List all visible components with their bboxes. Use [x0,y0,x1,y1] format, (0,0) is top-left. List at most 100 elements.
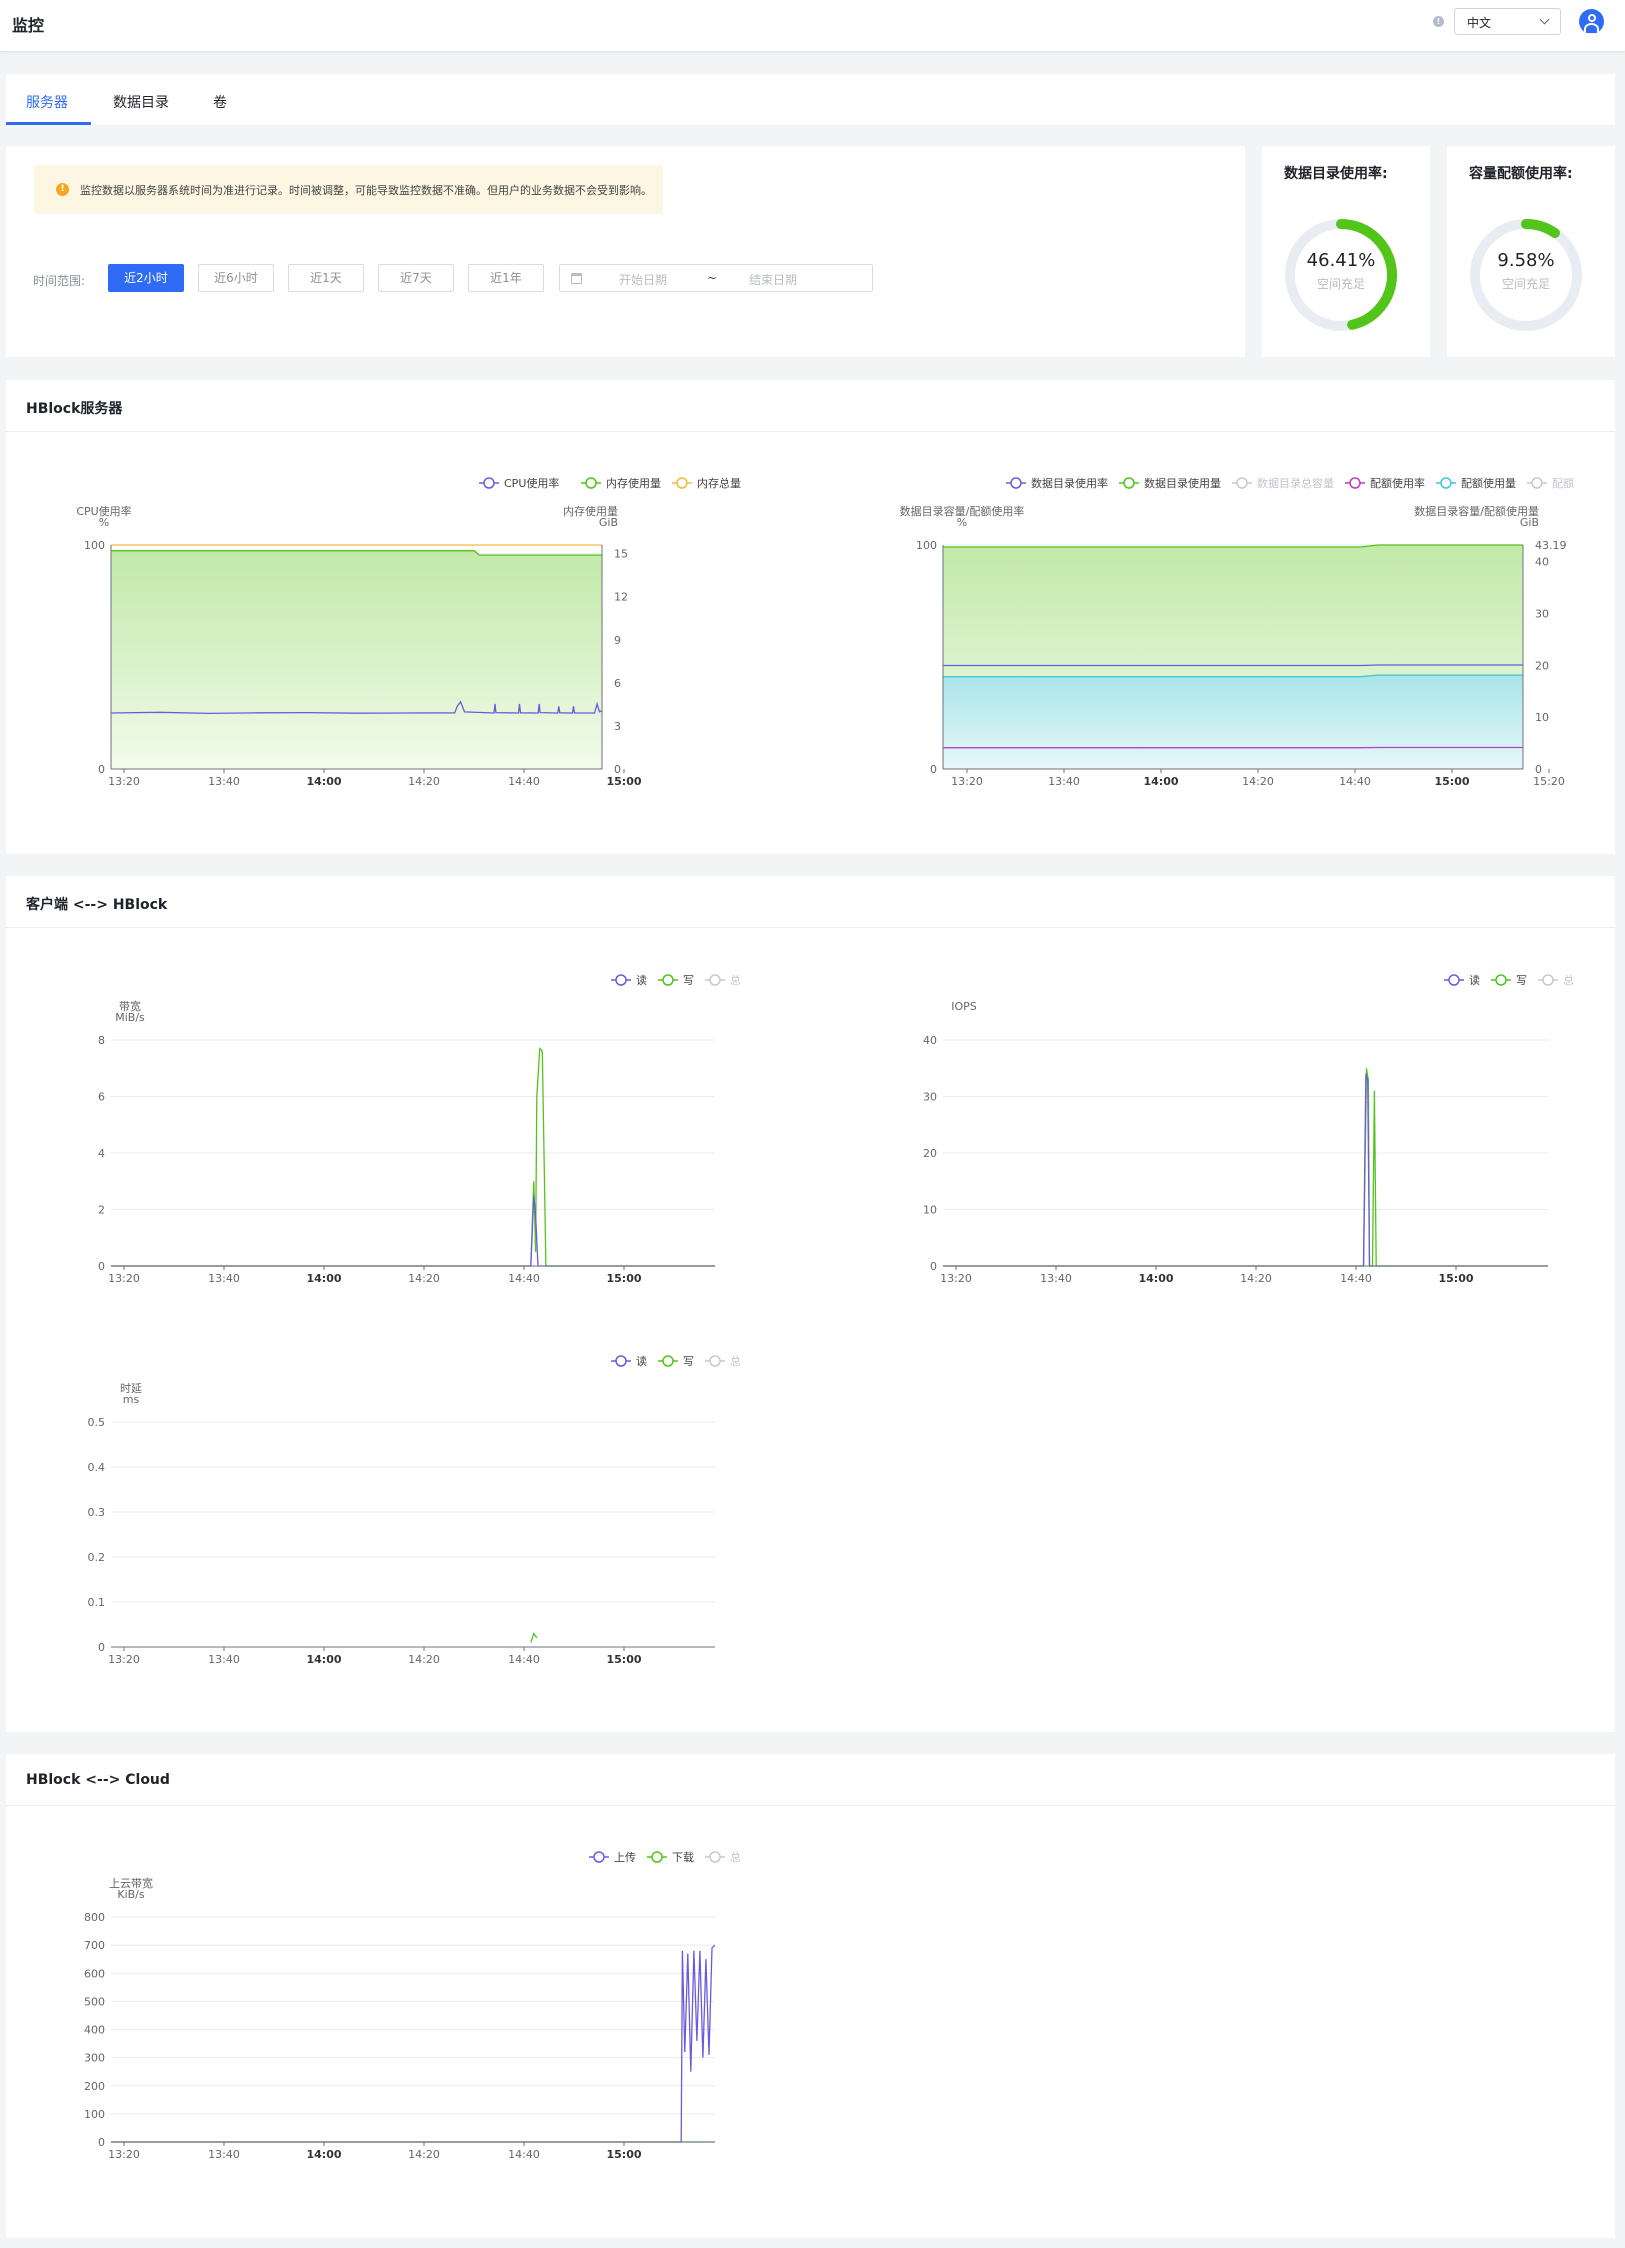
y-axis-label-left: KiB/s [117,1888,145,1901]
legend-label: 读 [636,1354,647,1368]
filter-panel: ! 监控数据以服务器系统时间为准进行记录。时间被调整，可能导致监控数据不准确。但… [6,146,1245,357]
series-line [111,1944,716,2143]
legend-label: 配额 [1552,477,1574,490]
y-axis-label-left: ms [123,1393,140,1406]
y-tick-label: 0.2 [88,1551,106,1564]
time-range-1y-button[interactable]: 近1年 [468,264,544,292]
legend-label: 内存使用量 [606,476,661,490]
legend-marker [662,1355,674,1367]
y-tick-label-right: 6 [614,677,621,690]
x-tick-label: 13:20 [108,1653,140,1666]
tab-volume[interactable]: 卷 [213,95,227,111]
start-date-input[interactable]: 开始日期 [619,273,668,287]
legend-item: 读 [611,1354,647,1368]
legend-marker [593,1851,605,1863]
cloud-section: HBlock <--> Cloud [6,1754,1615,2238]
legend-label: 配额使用率 [1370,476,1425,490]
legend-marker [676,477,688,489]
legend-marker [615,974,627,986]
y-tick-label-right: 20 [1535,659,1549,672]
x-tick-label: 14:00 [1143,775,1178,788]
legend-marker [662,974,674,986]
legend-marker [585,477,597,489]
legend-marker [709,1355,721,1367]
legend-marker [1448,974,1460,986]
time-range-2h-button[interactable]: 近2小时 [108,264,184,292]
notice-text: 监控数据以服务器系统时间为准进行记录。时间被调整，可能导致监控数据不准确。但用户… [80,184,652,197]
x-tick-label: 13:20 [940,1272,972,1285]
top-bar: 监控 ! 中文 [0,0,1625,52]
legend-label: 读 [636,973,647,987]
y-tick-label: 40 [923,1034,937,1047]
legend-marker [1531,477,1543,489]
quota-usage-title: 容量配额使用率: [1469,166,1573,182]
x-tick-label: 15:00 [1434,775,1469,788]
data-directory-usage-title: 数据目录使用率: [1284,166,1388,182]
y-tick-label: 400 [84,2024,105,2037]
legend-label: 总 [730,973,741,987]
tab-data-directory[interactable]: 数据目录 [113,95,169,111]
x-tick-label: 13:40 [1048,775,1080,788]
y-tick-label: 100 [916,539,937,552]
data-directory-usage-panel: 数据目录使用率: 46.41% 空间充足 [1262,146,1430,357]
legend-label: 总 [730,1354,741,1368]
time-range-1d-button[interactable]: 近1天 [288,264,364,292]
y-tick-label: 20 [923,1147,937,1160]
legend-label: 总 [730,1850,741,1864]
y-axis-label-left: 带宽 [119,999,141,1013]
tab-bar: 服务器 数据目录 卷 [6,74,1615,125]
language-select[interactable]: 中文 [1454,8,1561,35]
date-range-picker[interactable]: 开始日期 ~ 结束日期 [559,264,873,292]
y-tick-label: 200 [84,2080,105,2093]
quota-usage-status: 空间充足 [1501,277,1550,291]
legend-label: 数据目录总容量 [1257,476,1334,490]
legend-item: 读 [1444,973,1480,987]
legend-label: 数据目录使用率 [1031,476,1108,490]
user-avatar-icon[interactable] [1579,9,1604,34]
y-tick-label: 2 [98,1204,105,1217]
x-tick-label: 14:00 [306,2148,341,2161]
x-tick-label: 14:40 [508,2148,540,2161]
x-tick-label: 14:20 [1240,1272,1272,1285]
time-range-7d-button[interactable]: 近7天 [378,264,454,292]
y-axis-label-left: MiB/s [115,1011,145,1024]
legend-item: 总 [705,1354,741,1368]
y-axis-label-left: 时延 [120,1382,142,1395]
y-axis-label-left: 上云带宽 [109,1876,153,1890]
info-icon[interactable]: ! [1433,16,1444,27]
legend-marker [1440,477,1452,489]
y-tick-label-right: 15 [614,548,628,561]
y-tick-label: 500 [84,1995,105,2008]
legend-marker [1010,477,1022,489]
data-directory-usage-percent: 46.41% [1306,250,1376,271]
divider [6,927,1615,928]
divider [6,431,1615,432]
y-tick-label: 600 [84,1967,105,1980]
x-tick-label: 13:40 [1040,1272,1072,1285]
x-tick-label: 15:00 [1438,1272,1473,1285]
y-tick-label: 300 [84,2052,105,2065]
y-tick-label: 30 [923,1091,937,1104]
tab-server[interactable]: 服务器 [26,95,68,111]
x-tick-label: 14:40 [1339,775,1371,788]
legend-marker [651,1851,663,1863]
legend-item: 总 [705,973,741,987]
divider [6,1805,1615,1806]
time-range-6h-button[interactable]: 近6小时 [198,264,274,292]
legend-marker [615,1355,627,1367]
legend-item: 配额使用量 [1436,477,1516,490]
y-tick-label: 0.1 [88,1596,106,1609]
x-tick-label: 13:20 [108,2148,140,2161]
legend-label: 配额使用量 [1461,477,1516,490]
legend-item: 下载 [647,1851,694,1864]
date-separator: ~ [707,271,718,285]
y-axis-label-left: CPU使用率 [76,504,131,518]
legend-label: CPU使用率 [504,476,559,490]
y-tick-label-right: 30 [1535,607,1549,620]
x-tick-label: 14:20 [408,2148,440,2161]
end-date-input[interactable]: 结束日期 [749,273,798,287]
